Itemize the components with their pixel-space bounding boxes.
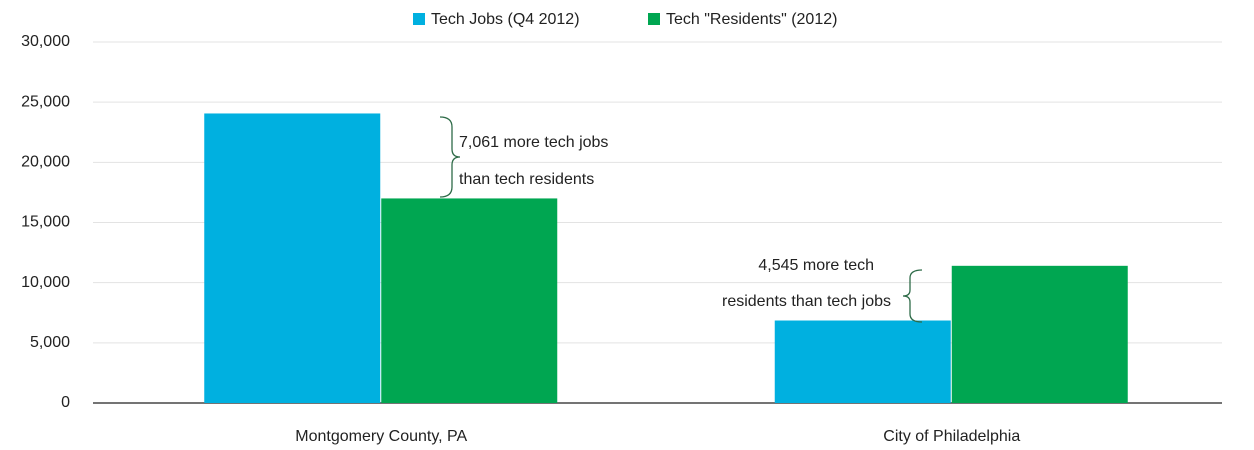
bar (204, 113, 381, 403)
y-tick-label: 30,000 (21, 33, 70, 50)
annotation-text: residents than tech jobs (722, 293, 891, 310)
legend-swatch (413, 13, 425, 25)
y-tick-label: 10,000 (21, 274, 70, 291)
annotation-text: 7,061 more tech jobs (459, 134, 608, 151)
y-tick-label: 5,000 (30, 334, 70, 351)
bar (774, 320, 951, 403)
y-tick-label: 0 (61, 394, 70, 411)
annotation-brace (902, 269, 923, 323)
y-tick-label: 20,000 (21, 154, 70, 171)
legend-swatch (648, 13, 660, 25)
y-tick-label: 25,000 (21, 93, 70, 110)
legend-label: Tech "Residents" (2012) (666, 11, 837, 28)
bar (381, 198, 558, 403)
annotation-text: than tech residents (459, 171, 594, 188)
legend-label: Tech Jobs (Q4 2012) (431, 11, 580, 28)
bar (951, 265, 1128, 403)
y-tick-label: 15,000 (21, 214, 70, 231)
annotation-text: 4,545 more tech (758, 257, 874, 274)
x-tick-label: Montgomery County, PA (295, 428, 467, 445)
annotation-brace (439, 116, 461, 198)
x-tick-label: City of Philadelphia (883, 428, 1020, 445)
